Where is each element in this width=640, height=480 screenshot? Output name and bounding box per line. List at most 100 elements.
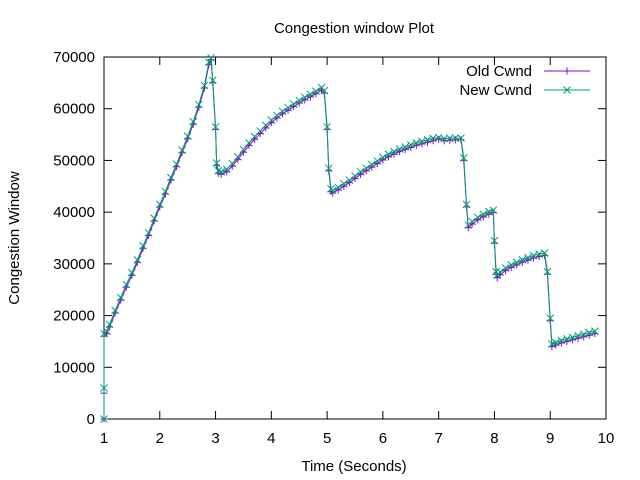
data-point [214, 166, 223, 175]
x-tick-label: 2 [156, 430, 164, 447]
chart-title: Congestion window Plot [274, 20, 435, 37]
data-point [543, 267, 552, 276]
data-point [351, 172, 359, 180]
data-point [501, 264, 510, 272]
legend-label-new-cwnd: New Cwnd [459, 82, 532, 99]
data-point [122, 280, 131, 289]
data-point [300, 93, 309, 102]
x-tick-label: 6 [379, 430, 387, 447]
data-point [356, 167, 365, 176]
legend-marker-new-cwnd [563, 86, 571, 94]
x-axis-label: Time (Seconds) [301, 458, 406, 475]
data-point [105, 320, 114, 329]
data-point [395, 145, 404, 153]
y-axis-ticks: 0 10000 20000 30000 40000 50000 60000 70000 [53, 49, 606, 428]
data-point [435, 135, 443, 143]
data-point [245, 138, 253, 147]
data-point [217, 167, 225, 176]
y-axis-label: Congestion Window [6, 171, 23, 305]
series-new-cwnd [100, 54, 599, 423]
data-point [390, 147, 398, 156]
data-point [524, 253, 532, 262]
data-point [423, 135, 432, 144]
legend-marker-old-cwnd [563, 67, 571, 75]
y-tick-label: 30000 [53, 256, 95, 273]
data-point [345, 176, 354, 184]
data-point [412, 138, 421, 147]
data-point [551, 338, 560, 347]
x-tick-label: 7 [434, 430, 442, 447]
data-point [273, 111, 281, 120]
data-point [228, 159, 237, 168]
legend-marker-glyph [563, 86, 571, 94]
legend: Old Cwnd New Cwnd [459, 63, 590, 99]
data-point [267, 116, 276, 124]
series-layer [100, 54, 599, 423]
y-tick-label: 10000 [53, 359, 95, 376]
data-point [212, 159, 221, 167]
data-point [518, 255, 527, 264]
data-point [585, 328, 594, 337]
data-point [367, 160, 376, 169]
y-tick-label: 0 [87, 411, 95, 428]
data-point [462, 200, 471, 209]
data-point [418, 137, 426, 146]
data-point [473, 213, 482, 222]
data-point [485, 207, 493, 216]
data-point [546, 314, 555, 323]
data-point [306, 90, 315, 99]
data-point [507, 261, 516, 269]
data-point [406, 141, 415, 149]
data-point [102, 327, 111, 335]
data-point [540, 249, 549, 257]
data-point [194, 100, 203, 109]
data-point [529, 251, 538, 260]
data-point [451, 134, 460, 143]
data-point [590, 327, 599, 335]
y-tick-label: 40000 [53, 204, 95, 221]
data-point [379, 153, 387, 162]
data-point [144, 228, 153, 237]
data-point [512, 258, 521, 267]
data-point [373, 157, 382, 165]
data-point [445, 134, 454, 143]
y-tick-label: 50000 [53, 152, 95, 169]
data-point [459, 153, 468, 162]
data-point [234, 152, 242, 161]
data-point [496, 268, 504, 276]
x-tick-label: 1 [100, 430, 108, 447]
data-point [479, 210, 488, 219]
data-point [579, 330, 588, 339]
x-tick-label: 5 [323, 430, 331, 447]
data-point [100, 415, 108, 423]
x-tick-label: 4 [267, 430, 275, 447]
series-old-cwnd [100, 56, 599, 423]
data-point [128, 268, 136, 277]
data-point [324, 164, 333, 173]
data-point [339, 179, 348, 188]
data-point [189, 117, 198, 126]
data-point [139, 241, 147, 250]
data-point [557, 336, 566, 345]
data-point [239, 145, 248, 154]
data-point [401, 143, 410, 151]
data-point [548, 340, 556, 348]
data-point [100, 384, 108, 392]
data-point [563, 334, 571, 343]
data-point [211, 122, 220, 131]
data-point [574, 331, 582, 340]
data-point [457, 134, 465, 143]
y-tick-label: 20000 [53, 308, 95, 325]
data-point [328, 186, 337, 195]
data-point [568, 333, 577, 342]
y-tick-label: 70000 [53, 49, 95, 66]
data-point [116, 293, 125, 302]
series-line [103, 59, 595, 419]
data-point [208, 76, 217, 85]
data-point [172, 160, 181, 168]
data-point [167, 173, 175, 182]
legend-entry-new-cwnd: New Cwnd [459, 82, 590, 99]
data-point [205, 58, 213, 67]
data-point [278, 107, 287, 116]
x-tick-label: 3 [211, 430, 219, 447]
